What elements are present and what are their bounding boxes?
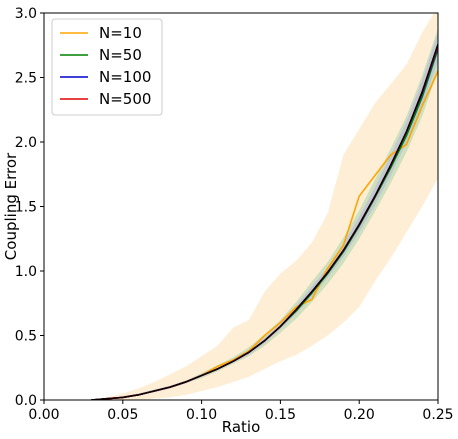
x-tick-label: 0.05 [107,407,138,423]
legend-box [51,18,163,116]
x-tick-label: 0.25 [422,407,453,423]
y-tick-label: 0.5 [15,329,37,345]
x-tick-label: 0.20 [344,407,375,423]
y-tick-label: 1.0 [15,264,37,280]
legend-label: N=100 [99,68,151,86]
band-n-10 [91,13,438,400]
legend-label: N=50 [99,46,142,64]
x-tick-label: 0.10 [186,407,217,423]
y-tick-label: 3.0 [15,6,37,22]
legend-label: N=500 [99,90,151,108]
x-axis-label: Ratio [222,418,261,435]
x-tick-label: 0.15 [265,407,296,423]
y-tick-label: 2.0 [15,135,37,151]
y-tick-label: 1.5 [15,200,37,216]
y-axis-ticks: 0.0 0.5 1.0 1.5 2.0 2.5 3.0 [15,6,44,409]
series-lines [91,43,438,400]
y-tick-label: 0.0 [15,393,37,409]
x-axis-ticks: 0.00 0.05 0.10 0.15 0.20 0.25 [28,400,454,423]
y-axis-label: Coupling Error [2,152,20,260]
confidence-bands [91,13,438,400]
y-tick-label: 2.5 [15,71,37,87]
legend: N=10 N=50 N=100 N=500 [51,18,163,116]
legend-label: N=10 [99,24,142,42]
line-reference [91,43,438,400]
x-tick-label: 0.00 [28,407,59,423]
